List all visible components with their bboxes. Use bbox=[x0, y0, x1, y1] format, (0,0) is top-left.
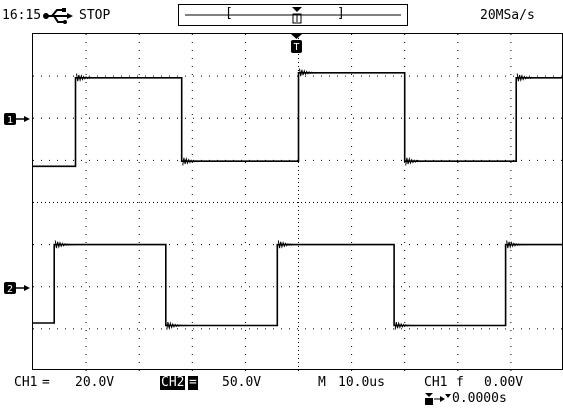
ch2-ringing bbox=[394, 321, 416, 330]
timebase-value: 10.0us bbox=[338, 375, 385, 390]
trigger-window-right-bracket: ] bbox=[337, 6, 345, 21]
ch1-ringing bbox=[299, 68, 321, 77]
ch2-ringing bbox=[277, 240, 299, 249]
ch1-ringing bbox=[405, 156, 427, 166]
ch1-scale: 20.0V bbox=[75, 375, 115, 390]
waveform-plot bbox=[33, 34, 563, 371]
run-state: STOP bbox=[79, 8, 111, 23]
trigger-slope-icon: f bbox=[456, 375, 464, 390]
ch1-coupling: = bbox=[42, 375, 50, 390]
svg-text:2: 2 bbox=[7, 284, 13, 295]
ch2-label: CH2 bbox=[160, 375, 186, 390]
trigger-source: CH1 bbox=[424, 375, 448, 390]
usb-icon bbox=[43, 8, 73, 24]
scope-display bbox=[32, 33, 563, 371]
ch1-trace bbox=[33, 71, 563, 168]
ch2-coupling: = bbox=[188, 375, 198, 390]
ch2-ground-marker: 2 bbox=[4, 282, 30, 295]
trigger-marker-label: T bbox=[293, 42, 299, 53]
trigger-marker-icon: T bbox=[291, 34, 302, 53]
trigger-offset-value: 0.0000s bbox=[452, 391, 507, 406]
trigger-offset-icon bbox=[425, 393, 451, 405]
timebase-label: M bbox=[318, 375, 326, 390]
svg-text:1: 1 bbox=[7, 115, 13, 126]
ch2-trace bbox=[33, 243, 563, 327]
clock-time: 16:15 bbox=[2, 8, 42, 23]
trigger-level: 0.00V bbox=[484, 375, 524, 390]
ch2-scale: 50.0V bbox=[222, 375, 262, 390]
ch1-ringing bbox=[182, 156, 204, 166]
ch2-ringing bbox=[166, 321, 188, 330]
ch2-ringing bbox=[506, 240, 528, 249]
trigger-window-left-bracket: [ bbox=[225, 6, 233, 21]
ch2-ringing bbox=[54, 240, 76, 249]
ch1-ringing bbox=[516, 73, 538, 83]
ch1-ground-marker: 1 bbox=[4, 113, 30, 126]
ch1-ringing bbox=[76, 73, 98, 83]
ch1-label: CH1 bbox=[14, 375, 38, 390]
trigger-position-icon bbox=[292, 7, 302, 24]
sample-rate: 20MSa/s bbox=[480, 8, 535, 23]
trigger-position-bar: [ ] bbox=[178, 4, 408, 26]
